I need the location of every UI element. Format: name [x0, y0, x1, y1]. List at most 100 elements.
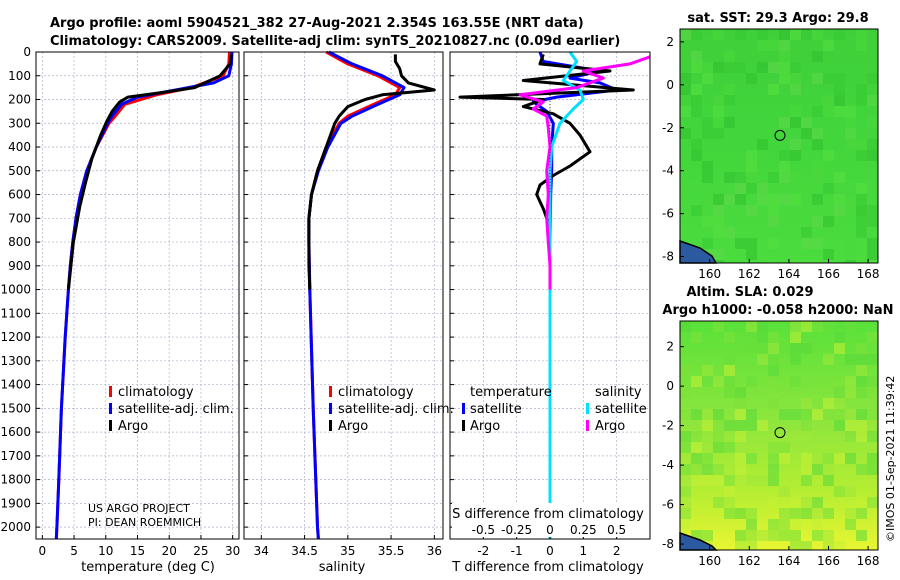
map-texture-cell: [845, 420, 856, 431]
map-texture-cell: [724, 387, 735, 398]
map-texture-cell: [801, 128, 812, 139]
map-texture-cell: [691, 409, 702, 420]
legend-label-satellite-adj: satellite-adj. clim.: [118, 402, 234, 417]
map-texture-cell: [724, 420, 735, 431]
series-line-argo: [66, 54, 233, 290]
sla-axes-box: [679, 320, 879, 551]
map-texture-cell: [768, 238, 779, 249]
map-texture-cell: [856, 464, 867, 475]
map-texture-cell: [801, 508, 812, 519]
map-texture-cell: [691, 332, 702, 343]
map-texture-cell: [680, 84, 691, 95]
series-line-satellite-adj-clim-: [54, 51, 234, 540]
map-texture-cell: [757, 343, 768, 354]
temperature-xlabel: temperature (deg C): [81, 560, 215, 575]
project-annotation: US ARGO PROJECT: [88, 502, 190, 515]
map-texture-cell: [867, 431, 878, 442]
y-tick-label: 1900: [0, 496, 31, 510]
map-y-tick-label: 2: [666, 340, 674, 354]
map-texture-cell: [724, 376, 735, 387]
legend-swatch-argo: [329, 420, 332, 431]
t-difference-xlabel: T difference from climatology: [451, 560, 644, 575]
map-texture-cell: [680, 519, 691, 530]
map-texture-cell: [768, 260, 779, 263]
map-texture-cell: [812, 453, 823, 464]
map-texture-cell: [724, 51, 735, 62]
map-texture-cell: [867, 249, 878, 260]
map-texture-cell: [845, 486, 856, 497]
map-texture-cell: [834, 172, 845, 183]
legend-swatch-t-argo: [462, 420, 465, 431]
map-texture-cell: [801, 464, 812, 475]
map-texture-cell: [724, 260, 735, 263]
series-line-salinity-satellite: [548, 51, 585, 539]
map-texture-cell: [834, 343, 845, 354]
x-tick-label: 1: [580, 544, 588, 558]
map-texture-cell: [746, 332, 757, 343]
map-texture-cell: [746, 453, 757, 464]
map-texture-cell: [834, 194, 845, 205]
map-texture-cell: [845, 128, 856, 139]
map-texture-cell: [680, 106, 691, 117]
map-texture-cell: [680, 365, 691, 376]
temperature-panel: 0100200300400500600700800900100011001200…: [0, 45, 240, 575]
map-texture-cell: [680, 128, 691, 139]
map-texture-cell: [779, 40, 790, 51]
map-texture-cell: [713, 321, 724, 332]
y-tick-label: 500: [8, 164, 31, 178]
map-texture-cell: [790, 332, 801, 343]
map-texture-cell: [845, 238, 856, 249]
s-tick-label: 0: [546, 523, 554, 537]
map-texture-cell: [790, 84, 801, 95]
map-texture-cell: [713, 475, 724, 486]
map-texture-cell: [735, 62, 746, 73]
map-texture-cell: [867, 260, 878, 263]
map-texture-cell: [768, 343, 779, 354]
salinity-grid: [244, 51, 443, 539]
y-tick-label: 1200: [0, 330, 31, 344]
salinity-series: [307, 50, 436, 540]
map-texture-cell: [845, 139, 856, 150]
x-tick-label: 35.5: [378, 544, 405, 558]
map-texture-cell: [801, 453, 812, 464]
map-texture-cell: [702, 409, 713, 420]
map-texture-cell: [801, 321, 812, 332]
map-texture-cell: [768, 62, 779, 73]
y-tick-label: 600: [8, 188, 31, 202]
map-texture-cell: [812, 194, 823, 205]
map-texture-cell: [856, 530, 867, 541]
y-tick-label: 1000: [0, 283, 31, 297]
map-texture-cell: [823, 321, 834, 332]
map-texture-cell: [856, 139, 867, 150]
y-tick-label: 1100: [0, 306, 31, 320]
map-texture-cell: [845, 453, 856, 464]
map-texture-cell: [724, 227, 735, 238]
map-texture-cell: [790, 321, 801, 332]
map-texture-cell: [856, 227, 867, 238]
legend-label-climatology: climatology: [118, 385, 194, 400]
map-texture-cell: [779, 161, 790, 172]
map-texture-cell: [768, 442, 779, 453]
map-texture-cell: [812, 464, 823, 475]
map-texture-cell: [691, 84, 702, 95]
map-texture-cell: [779, 519, 790, 530]
map-texture-cell: [724, 354, 735, 365]
map-texture-cell: [702, 128, 713, 139]
map-texture-cell: [702, 117, 713, 128]
map-x-tick-label: 162: [738, 267, 761, 281]
map-texture-cell: [702, 172, 713, 183]
map-texture-cell: [867, 73, 878, 84]
map-texture-cell: [801, 541, 812, 550]
map-texture-cell: [845, 249, 856, 260]
map-texture-cell: [757, 62, 768, 73]
difference-series: [458, 51, 651, 539]
map-texture-cell: [790, 497, 801, 508]
map-texture-cell: [845, 519, 856, 530]
map-texture-cell: [845, 409, 856, 420]
map-texture-cell: [867, 497, 878, 508]
map-texture-cell: [757, 332, 768, 343]
x-tick-label: 36: [427, 544, 442, 558]
map-texture-cell: [779, 508, 790, 519]
y-tick-label: 1500: [0, 401, 31, 415]
x-tick-label: 0: [546, 544, 554, 558]
